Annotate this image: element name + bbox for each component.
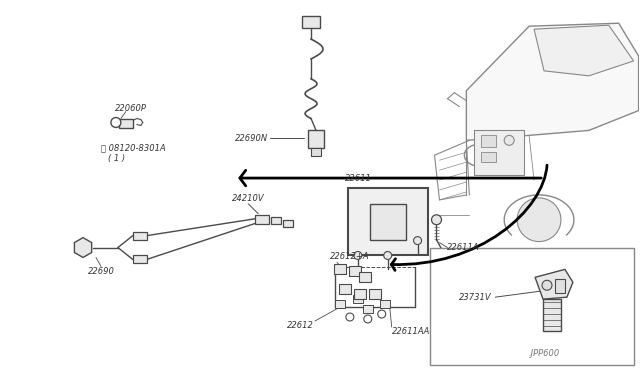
Bar [302,16,320,28]
Bar [359,272,371,282]
Bar [543,299,561,331]
Bar [133,256,147,263]
Text: ( 1 ): ( 1 ) [108,154,125,163]
Text: .JPP600: .JPP600 [529,349,559,358]
Circle shape [111,118,121,128]
Bar [308,131,324,148]
Circle shape [542,280,552,290]
Text: 22612+A: 22612+A [330,253,369,262]
Bar [119,119,133,128]
Circle shape [517,198,561,241]
Bar [481,152,496,162]
Circle shape [504,135,514,145]
Polygon shape [74,238,92,257]
Bar [334,264,346,274]
Text: 23731V: 23731V [460,293,492,302]
Bar [354,289,366,299]
Bar [283,220,293,227]
Bar [363,305,372,313]
Bar [349,266,361,276]
Bar [255,215,269,224]
FancyArrowPatch shape [392,165,547,270]
Circle shape [378,310,386,318]
Bar [429,247,634,365]
Polygon shape [534,25,634,76]
Bar [380,300,390,308]
Bar [271,217,281,224]
Circle shape [354,251,362,259]
Bar [133,232,147,240]
Bar [339,284,351,294]
Bar [311,148,321,156]
Text: Ⓑ 08120-8301A: Ⓑ 08120-8301A [101,144,166,153]
Bar [555,279,565,293]
Text: 22611A: 22611A [447,243,480,252]
Text: 24210V: 24210V [232,194,264,203]
Bar [481,135,496,147]
Circle shape [364,315,372,323]
Circle shape [384,251,392,259]
Circle shape [346,313,354,321]
Text: 22612: 22612 [287,321,314,330]
Text: 22690: 22690 [88,267,115,276]
Polygon shape [467,23,639,140]
Circle shape [413,237,422,244]
Bar [369,289,381,299]
Bar [353,295,363,303]
Circle shape [431,215,442,225]
Text: 22060P: 22060P [115,104,147,113]
Text: 22690N: 22690N [235,134,268,143]
Bar [335,300,345,308]
Bar [474,131,524,175]
Text: 22611AA: 22611AA [392,327,430,336]
Bar [348,188,428,256]
Text: 22611: 22611 [345,174,372,183]
Bar [370,204,406,240]
Polygon shape [535,269,573,299]
